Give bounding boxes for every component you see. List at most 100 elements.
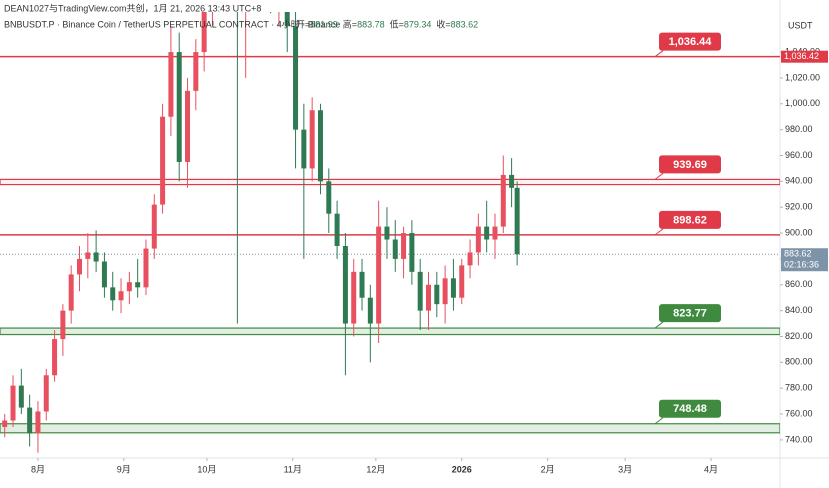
level-tag-pointer bbox=[654, 321, 664, 329]
candle-body bbox=[342, 245, 348, 324]
y-tick-label: 780.00 bbox=[785, 383, 813, 393]
candle-body bbox=[2, 420, 8, 427]
plot bbox=[0, 12, 780, 453]
candle-body bbox=[135, 282, 141, 288]
ohlc-value: 883.78 bbox=[357, 19, 385, 29]
candle-body bbox=[110, 287, 116, 301]
candle-body bbox=[143, 248, 149, 288]
candle-body bbox=[484, 226, 490, 240]
level-tag-label: 823.77 bbox=[673, 307, 707, 319]
candle-body bbox=[293, 26, 299, 130]
candle-body bbox=[160, 116, 166, 205]
ohlc-name: 收= bbox=[436, 18, 450, 29]
candle-body bbox=[284, 12, 290, 27]
candle-body bbox=[492, 226, 498, 240]
level-tag-pointer bbox=[654, 228, 664, 236]
y-tick-label: 980.00 bbox=[785, 124, 813, 134]
x-tick-label: 2月 bbox=[541, 464, 555, 474]
candle-body bbox=[201, 12, 207, 53]
candle-body bbox=[459, 265, 465, 298]
candle-body bbox=[27, 407, 33, 434]
level-tag-pointer bbox=[654, 50, 664, 58]
candle-body bbox=[118, 291, 124, 301]
candle-body bbox=[126, 282, 132, 292]
level-tag-label: 939.69 bbox=[673, 159, 707, 171]
level-tag bbox=[659, 304, 721, 323]
candle-body bbox=[417, 271, 423, 311]
candle-body bbox=[392, 239, 398, 259]
level-tag bbox=[659, 210, 721, 229]
candle-body bbox=[434, 284, 440, 305]
candle-body bbox=[467, 252, 473, 266]
candle-body bbox=[93, 252, 99, 262]
level-tag-label: 898.62 bbox=[673, 214, 707, 226]
candle-body bbox=[85, 252, 91, 259]
candle-body bbox=[509, 174, 515, 188]
ohlc-value: 881.99 bbox=[310, 19, 338, 29]
candle-body bbox=[185, 90, 191, 162]
x-tick-label: 8月 bbox=[31, 464, 45, 474]
level-band bbox=[0, 327, 780, 336]
ohlc-value: 883.62 bbox=[451, 19, 479, 29]
candle-body bbox=[442, 278, 448, 305]
countdown-label: 02:16:36 bbox=[784, 260, 819, 270]
x-tick-label: 2026 bbox=[452, 464, 472, 474]
candle-body bbox=[68, 274, 74, 311]
candle-body bbox=[514, 187, 520, 255]
candle-body bbox=[168, 52, 174, 117]
price-marker-label: 1,036.42 bbox=[784, 51, 819, 61]
candle-body bbox=[101, 261, 107, 288]
candle-body bbox=[475, 226, 481, 253]
candle-body bbox=[401, 233, 407, 259]
candle-body bbox=[301, 129, 307, 169]
last-price-label: 883.62 bbox=[784, 249, 812, 259]
candle-body bbox=[359, 271, 365, 298]
y-tick-label: 740.00 bbox=[785, 434, 813, 444]
candle-body bbox=[351, 271, 357, 324]
currency: USDT bbox=[788, 20, 813, 30]
axes: 740.00 760.00 780.00 800.00 820.00 840.00 860.… bbox=[31, 32, 828, 474]
candle-body bbox=[193, 52, 199, 91]
candle-body bbox=[43, 375, 49, 412]
y-tick-label: 860.00 bbox=[785, 279, 813, 289]
ohlc-name: 高= bbox=[343, 18, 357, 29]
y-tick-label: 800.00 bbox=[785, 357, 813, 367]
symbol: BNBUSDT.P · Binance Coin / TetherUS PERP… bbox=[4, 18, 340, 29]
candle-body bbox=[76, 258, 82, 275]
ohlc-name: 开= bbox=[296, 19, 310, 29]
y-tick-label: 940.00 bbox=[785, 176, 813, 186]
candle-body bbox=[10, 385, 16, 421]
candle-body bbox=[500, 174, 506, 227]
y-tick-label: 960.00 bbox=[785, 150, 813, 160]
candle-body bbox=[52, 339, 58, 376]
candle-body bbox=[326, 181, 332, 214]
y-tick-label: 920.00 bbox=[785, 202, 813, 212]
x-tick-label: 11月 bbox=[284, 464, 302, 474]
level-tag bbox=[659, 155, 721, 174]
ohlc-name: 低= bbox=[390, 18, 404, 29]
x-tick-label: 9月 bbox=[117, 464, 131, 474]
candle-body bbox=[367, 297, 373, 324]
candle-body bbox=[18, 385, 24, 408]
level-band bbox=[0, 178, 780, 186]
candle-body bbox=[317, 110, 323, 182]
level-band bbox=[0, 423, 780, 434]
price-marker-tag bbox=[781, 50, 828, 63]
candle-body bbox=[151, 204, 157, 249]
y-tick-label: 820.00 bbox=[785, 331, 813, 341]
candle-body bbox=[176, 52, 182, 162]
x-tick-label: 10月 bbox=[197, 464, 216, 474]
level-tag bbox=[659, 32, 721, 51]
candle-body bbox=[35, 411, 41, 434]
y-tick-label: 760.00 bbox=[785, 408, 813, 418]
y-tick-label: 900.00 bbox=[785, 227, 813, 237]
candle-body bbox=[309, 110, 315, 169]
candle-body bbox=[334, 213, 340, 246]
last-price-tag bbox=[781, 248, 828, 272]
level-tag bbox=[659, 399, 721, 418]
ohlc-legend: 开= 881.99 高= 883.78 低= 879.34 收= 883.62 bbox=[296, 18, 478, 29]
ohlc-value: 879.34 bbox=[404, 19, 432, 29]
level-tag-pointer bbox=[654, 417, 664, 425]
y-tick-label: 840.00 bbox=[785, 305, 813, 315]
